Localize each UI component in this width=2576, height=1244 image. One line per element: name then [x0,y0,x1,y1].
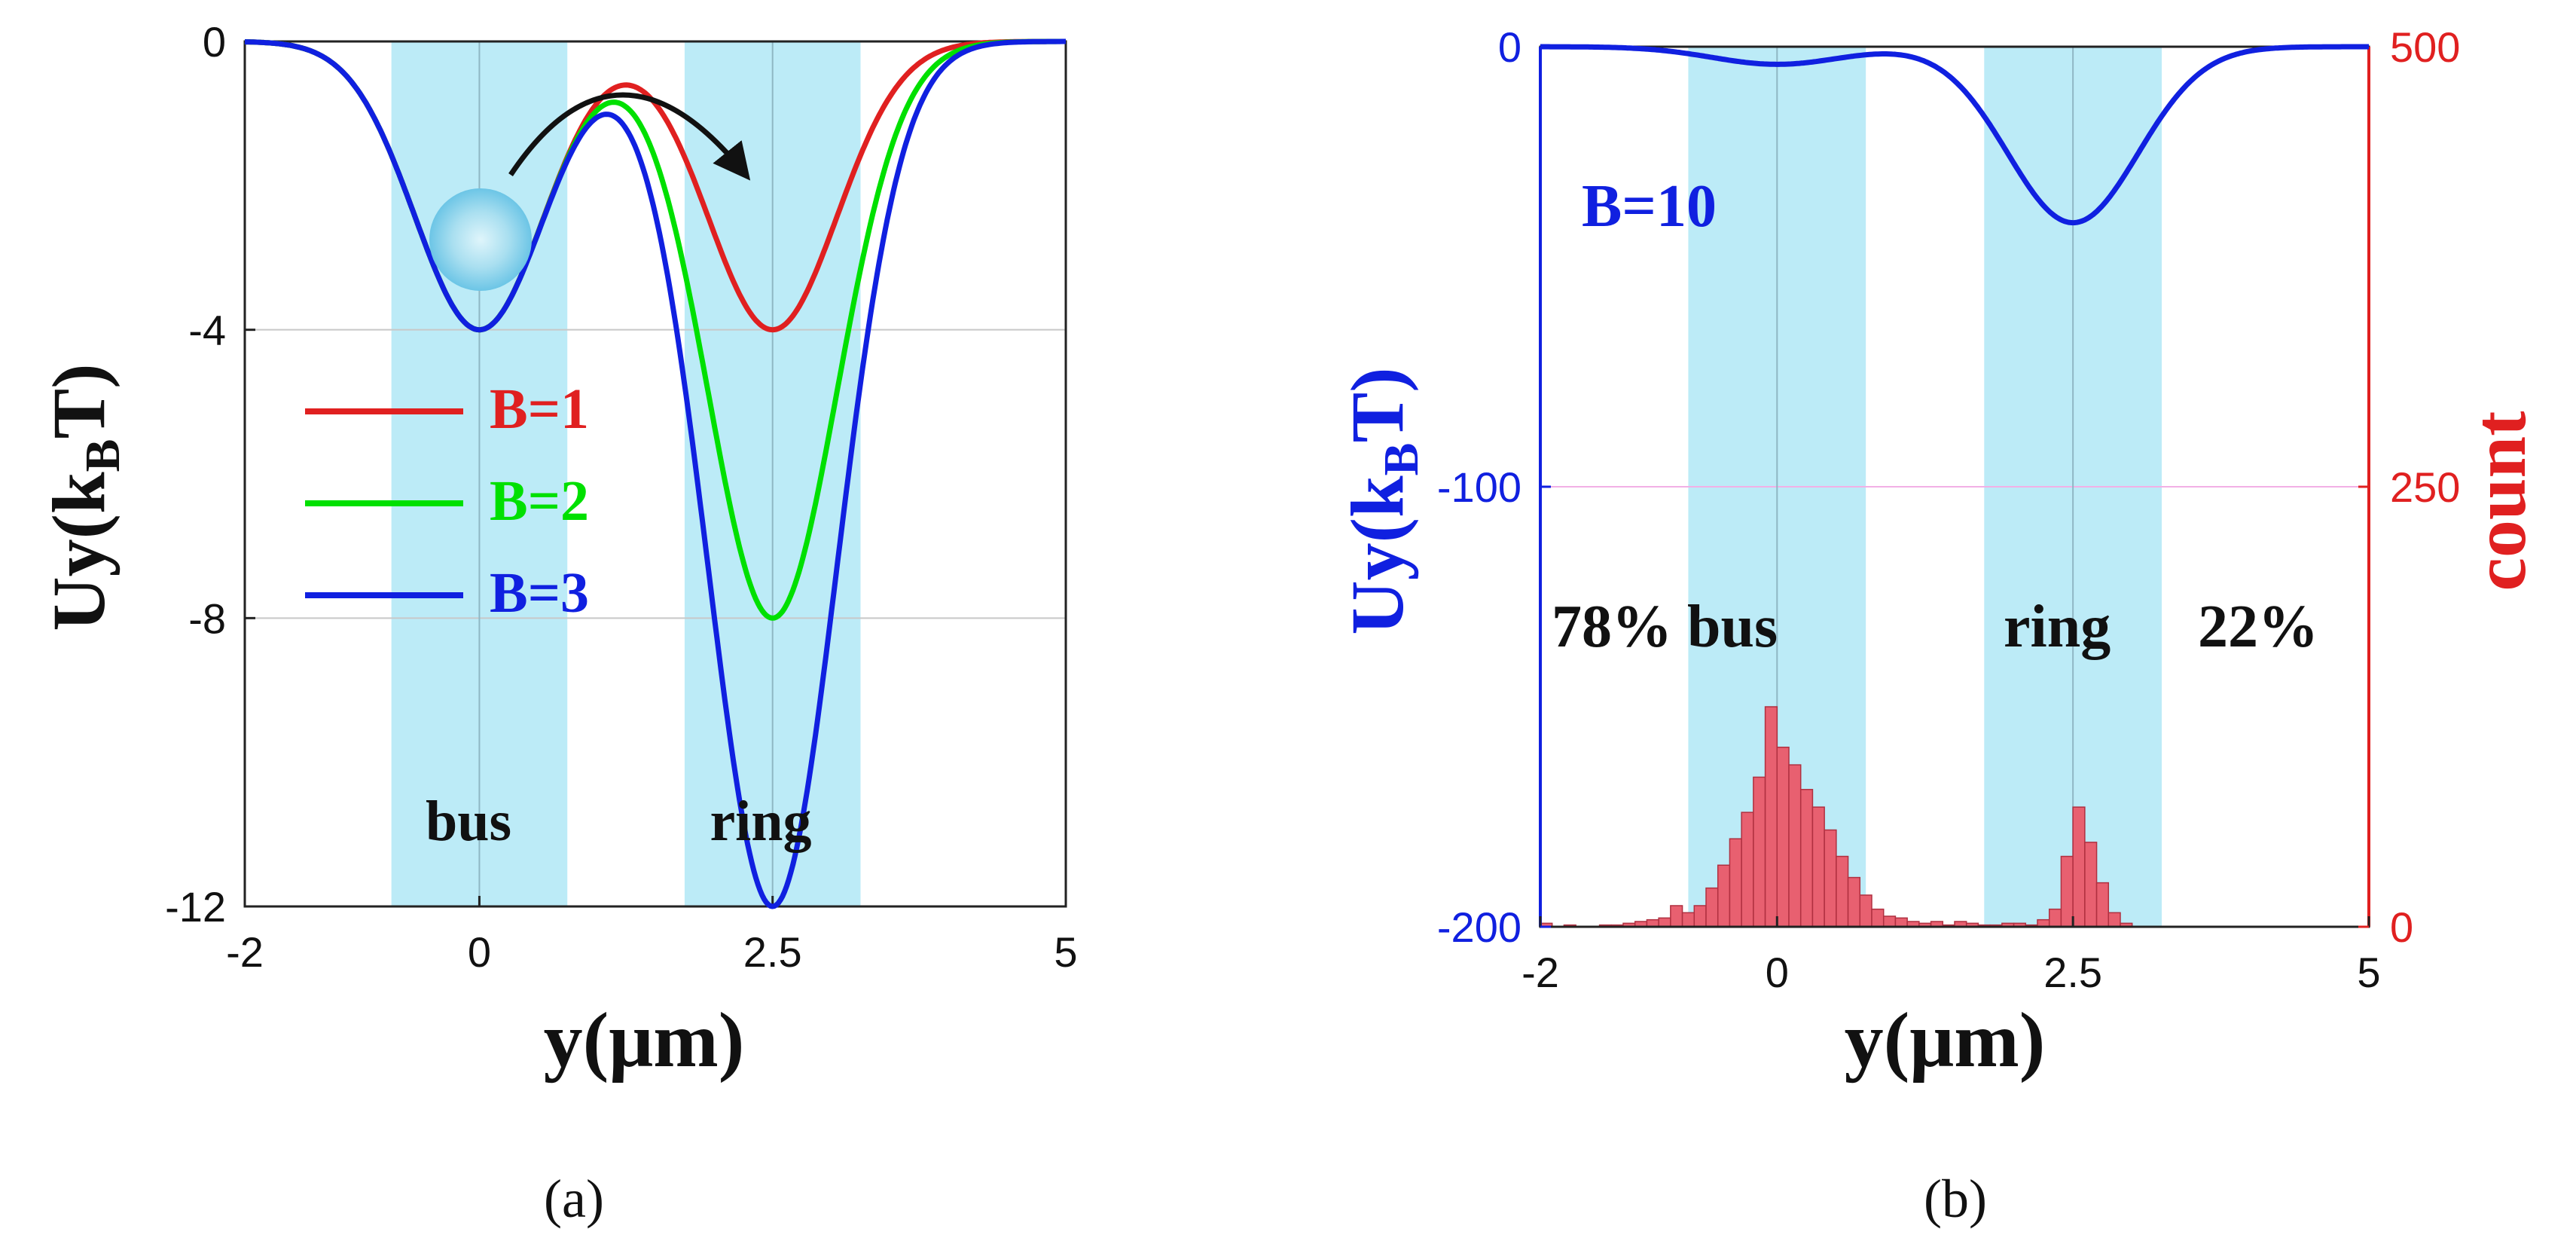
panel-b-ylabel-tail: T) [1335,367,1419,442]
histogram-bar [1882,915,1897,928]
x-tick-label: 0 [1766,949,1789,996]
histogram-bar [1717,864,1731,928]
y-tick-label: 0 [203,18,226,66]
hop-arrow [508,92,751,181]
y-left-tick-label: -200 [1437,903,1521,951]
legend-label-b3: B=3 [490,561,589,625]
panel-b-ylabel-sub: B [1374,442,1429,475]
y-left-tick-label: 0 [1498,23,1521,71]
panel-a-lines [244,38,1067,909]
panel-a-ylabel-main: Uy(k [37,472,121,631]
histogram-bar [1681,912,1695,928]
series-line-B=3 [244,38,1067,909]
histogram-bar [1799,789,1814,928]
histogram-bar [1776,746,1790,928]
histogram-bar [1705,887,1719,928]
series-line-B=10 [1540,44,2370,226]
y-right-tick-label: 250 [2390,463,2460,511]
y-tick-label: -12 [165,883,226,931]
x-tick-label: 5 [1054,928,1077,976]
panel-a: -2 0 2.5 5 -12 -8 -4 0 B=1 B=2 B=3 bus ring [37,18,1078,1229]
histogram-bar [1764,706,1778,928]
panel-b-lines [1540,44,2370,226]
series-line-B=1 [244,38,1067,333]
panel-b: -2 0 2.5 5 -200 -100 0 0 250 500 B=10 78% bus rin… [1335,23,2541,1229]
particle-ball [429,188,532,291]
y-tick-label: -8 [188,594,226,642]
x-tick-label: 2.5 [743,928,802,976]
histogram-bar [2095,882,2110,928]
panel-b-ylabel-main: Uy(k [1335,475,1419,635]
y-right-tick-label: 500 [2390,23,2460,71]
legend-label-b1: B=1 [490,377,589,441]
histogram-bar [2084,842,2098,928]
ring-label-a: ring [710,790,811,853]
panel-a-ylabel-tail: T) [37,363,121,439]
histogram-bar [1859,894,1872,928]
panel-a-ylabel-sub: B [75,439,130,472]
histogram-bar [1871,908,1885,928]
panel-a-ylabel: Uy(kBT) [37,363,130,631]
panel-a-regions [391,41,861,906]
histogram-bar [1836,855,1849,928]
panel-b-ticks: -2 0 2.5 5 -200 -100 0 0 250 500 [1437,23,2461,996]
histogram-bar [1811,806,1825,928]
panel-b-xlabel: y(μm) [1845,997,2046,1084]
panel-b-ylabel-right: count [2458,411,2541,591]
histogram-bar [1741,812,1754,928]
panel-a-caption: (a) [544,1169,604,1229]
x-tick-label: -2 [226,928,264,976]
panel-a-legend: B=1 B=2 B=3 [305,377,589,625]
panel-a-xlabel: y(μm) [544,997,745,1084]
b10-annotation: B=10 [1582,173,1717,240]
histogram-bar [1847,876,1861,928]
x-tick-label: 5 [2357,949,2380,996]
histogram-bar [1753,776,1766,928]
histogram-bar [1894,917,1908,928]
x-tick-label: 0 [468,928,491,976]
histogram-bar [1788,764,1802,928]
y-right-tick-label: 0 [2390,903,2413,951]
x-tick-label: 2.5 [2043,949,2102,996]
ring-annotation-b: ring [2004,594,2111,660]
panel-a-ticks: -2 0 2.5 5 -12 -8 -4 0 [165,18,1078,976]
histogram-bar [2107,912,2121,928]
legend-label-b2: B=2 [490,469,589,533]
histogram-bar [1824,829,1837,928]
bus-percent-annotation: 78% bus [1552,594,1778,660]
histogram-bar [2048,908,2062,928]
histogram-bar [1670,905,1683,928]
panel-a-grid [245,41,1066,906]
panel-a-axes-box [243,40,1067,908]
histogram-bar [2072,806,2086,928]
histogram-bar [1729,838,1742,928]
histogram-bar [2060,855,2074,928]
y-tick-label: -4 [188,307,226,354]
histogram-bar [1693,905,1707,928]
x-tick-label: -2 [1521,949,1559,996]
bus-label-a: bus [426,790,511,853]
panel-b-caption: (b) [1924,1169,1987,1229]
ring-percent-annotation: 22% [2198,594,2318,660]
histogram-bar [1658,917,1671,928]
panel-b-ylabel-left: Uy(kBT) [1335,367,1429,634]
y-left-tick-label: -100 [1437,463,1521,511]
